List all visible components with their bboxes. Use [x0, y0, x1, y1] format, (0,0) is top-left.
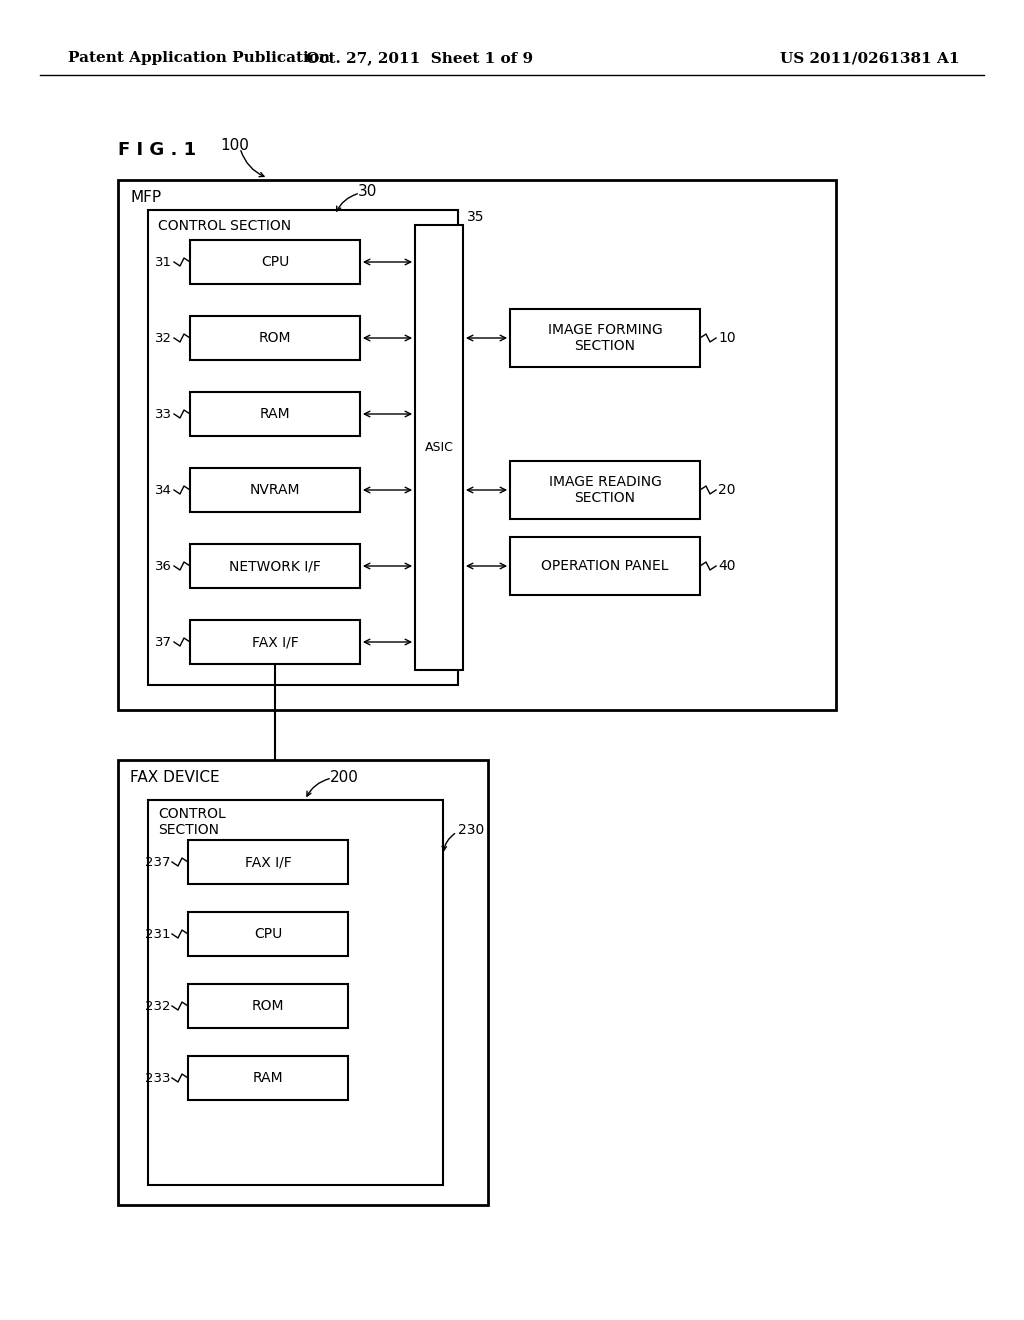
Text: 40: 40	[718, 558, 735, 573]
Text: IMAGE READING
SECTION: IMAGE READING SECTION	[549, 475, 662, 506]
Bar	[510, 537, 700, 595]
Text: CONTROL SECTION: CONTROL SECTION	[158, 219, 291, 234]
Text: OPERATION PANEL: OPERATION PANEL	[542, 558, 669, 573]
Text: NETWORK I/F: NETWORK I/F	[229, 558, 321, 573]
Text: RAM: RAM	[253, 1071, 284, 1085]
Text: 10: 10	[718, 331, 735, 345]
Bar	[190, 620, 360, 664]
Text: 20: 20	[718, 483, 735, 498]
Text: 200: 200	[330, 770, 358, 784]
Text: CPU: CPU	[261, 255, 289, 269]
Bar	[118, 180, 836, 710]
Bar	[190, 315, 360, 360]
Bar	[188, 983, 348, 1028]
Bar	[415, 224, 463, 671]
Text: CONTROL: CONTROL	[158, 807, 225, 821]
Bar	[148, 800, 443, 1185]
Text: Oct. 27, 2011  Sheet 1 of 9: Oct. 27, 2011 Sheet 1 of 9	[306, 51, 534, 65]
Text: 37: 37	[155, 635, 172, 648]
Text: 100: 100	[220, 137, 249, 153]
Bar	[510, 461, 700, 519]
Text: ROM: ROM	[259, 331, 291, 345]
Bar	[190, 240, 360, 284]
Text: 232: 232	[144, 999, 170, 1012]
Bar	[188, 912, 348, 956]
Bar	[510, 309, 700, 367]
Text: 231: 231	[144, 928, 170, 940]
Text: 32: 32	[155, 331, 172, 345]
Text: FAX I/F: FAX I/F	[252, 635, 298, 649]
Text: 237: 237	[144, 855, 170, 869]
Bar	[190, 544, 360, 587]
Text: FAX I/F: FAX I/F	[245, 855, 292, 869]
Text: 36: 36	[155, 560, 172, 573]
Text: F I G . 1: F I G . 1	[118, 141, 197, 158]
Text: SECTION: SECTION	[158, 822, 219, 837]
Text: 34: 34	[155, 483, 172, 496]
Text: 230: 230	[458, 822, 484, 837]
Text: Patent Application Publication: Patent Application Publication	[68, 51, 330, 65]
Text: NVRAM: NVRAM	[250, 483, 300, 498]
Text: IMAGE FORMING
SECTION: IMAGE FORMING SECTION	[548, 323, 663, 354]
Bar	[190, 469, 360, 512]
Text: 233: 233	[144, 1072, 170, 1085]
Text: CPU: CPU	[254, 927, 283, 941]
Text: 35: 35	[467, 210, 484, 224]
Bar	[190, 392, 360, 436]
Bar	[188, 840, 348, 884]
Text: 30: 30	[358, 185, 378, 199]
Bar	[188, 1056, 348, 1100]
Text: 31: 31	[155, 256, 172, 268]
Text: 33: 33	[155, 408, 172, 421]
Bar	[148, 210, 458, 685]
Bar	[118, 760, 488, 1205]
Text: RAM: RAM	[260, 407, 291, 421]
Text: US 2011/0261381 A1: US 2011/0261381 A1	[780, 51, 961, 65]
Text: FAX DEVICE: FAX DEVICE	[130, 771, 219, 785]
Text: MFP: MFP	[130, 190, 161, 206]
Text: ROM: ROM	[252, 999, 285, 1012]
Text: ASIC: ASIC	[425, 441, 454, 454]
